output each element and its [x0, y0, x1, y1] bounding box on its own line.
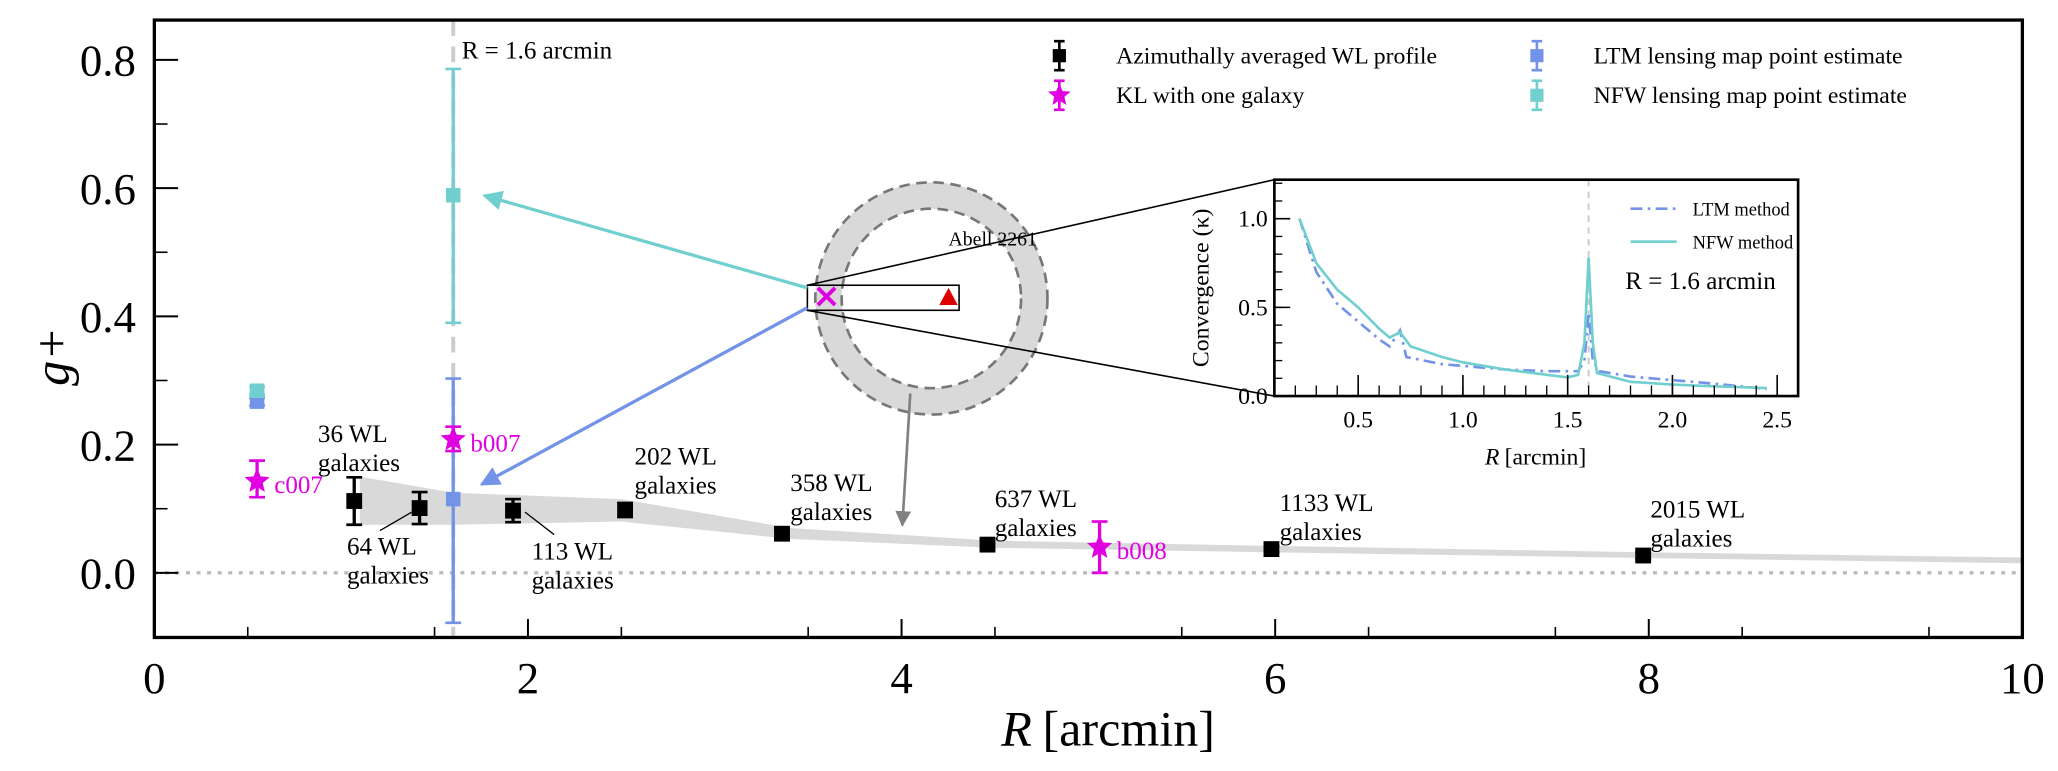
wl-point-marker [774, 525, 790, 542]
kl-point-label: b007 [470, 430, 520, 457]
wl-count-label: 113 WL galaxies [532, 539, 614, 595]
wl-point-marker [979, 536, 996, 553]
wl-count-label: 202 WL galaxies [635, 444, 717, 500]
kl-point-label: c007 [274, 472, 323, 499]
legend-star-icon [1048, 83, 1071, 105]
wl-count-label: 36 WL galaxies [318, 421, 400, 477]
inset-legend-ltm: LTM method [1693, 199, 1790, 219]
nfw-convergence-curve [1298, 218, 1767, 390]
y-tick-label: 0.0 [80, 549, 136, 599]
y-axis-label: g+ [24, 327, 80, 386]
legend-label-wl: Azimuthally averaged WL profile [1116, 44, 1437, 70]
reference-line-label: R = 1.6 arcmin [462, 37, 613, 64]
annulus-outer-edge [813, 181, 1049, 416]
galaxy-x-marker [816, 286, 837, 307]
wl-point-marker [1635, 547, 1652, 564]
inset-reference-label: R = 1.6 arcmin [1625, 268, 1776, 295]
x-axis-label-unit: [arcmin] [1042, 701, 1215, 757]
inset-x-axis-label: R [arcmin] [1484, 445, 1586, 471]
inset-x-tick-label: 1.0 [1448, 408, 1478, 434]
kl-point-label: b008 [1117, 538, 1167, 565]
inset-y-tick-label: 1.0 [1238, 207, 1268, 233]
inset-y-axis-label: Convergence (κ) [1188, 209, 1214, 367]
wl-point-marker [346, 493, 363, 509]
kl-point-marker [1087, 533, 1113, 558]
inset-background [1274, 179, 1799, 397]
zoom-rectangle [806, 284, 960, 312]
y-tick-label: 0.2 [80, 420, 136, 470]
zoom-connector [807, 309, 1275, 397]
nfw-point-marker [445, 187, 461, 203]
svg-text:R[arcmin]: R [arcmin] [1000, 701, 1215, 757]
inset-plot: 0.5 1.0 1.5 2.0 2.5 0.0 0.5 1.0 [1238, 178, 1800, 434]
plot-frame [152, 18, 2025, 640]
legend-square-icon [1052, 49, 1066, 63]
main-plot: 0 2 4 6 8 10 0.0 0.2 0.4 0.6 0.8 c007 b007 b008 36 WL g… [80, 18, 2045, 703]
cluster-illustration [479, 178, 1275, 527]
x-tick-label: 0 [143, 653, 165, 703]
x-tick-label: 8 [1638, 653, 1660, 703]
ltm-point-marker [249, 394, 265, 409]
wl-count-label: 358 WL galaxies [790, 470, 872, 526]
legend-label-kl: KL with one galaxy [1116, 83, 1304, 109]
inset-y-tick-label: 0.0 [1238, 384, 1268, 410]
inset-frame [1273, 178, 1800, 398]
y-tick-label: 0.4 [80, 292, 136, 342]
inset-x-tick-label: 0.5 [1343, 408, 1373, 434]
x-axis-label-var: R [1000, 701, 1032, 757]
leader-line [524, 511, 555, 536]
legend-label-nfw: NFW lensing map point estimate [1594, 83, 1907, 109]
ltm-arrow [479, 306, 809, 486]
main-legend [1048, 39, 1544, 112]
inset-x-tick-label: 2.5 [1762, 408, 1792, 434]
y-tick-label: 0.6 [80, 164, 136, 214]
wl-count-label: 64 WL galaxies [347, 533, 429, 589]
inset-y-tick-label: 0.5 [1238, 295, 1268, 321]
legend-label-ltm: LTM lensing map point estimate [1594, 44, 1903, 70]
annulus-arrow [895, 393, 912, 527]
x-axis-label: R [arcmin] [1000, 701, 1215, 757]
annulus [815, 182, 1048, 415]
inset-x-tick-label: 2.0 [1658, 408, 1688, 434]
wl-point-marker [617, 502, 634, 518]
wl-point-marker [411, 500, 428, 516]
kl-point-marker [440, 426, 466, 451]
x-tick-label: 6 [1264, 653, 1286, 703]
x-tick-label: 2 [517, 653, 539, 703]
leader-line [379, 511, 412, 532]
nfw-point-marker [249, 383, 265, 399]
wl-count-label: 637 WL galaxies [995, 486, 1077, 542]
wl-point-marker [1263, 541, 1280, 558]
zoom-connector [807, 178, 1275, 287]
wl-count-label: 2015 WL galaxies [1650, 496, 1745, 552]
cluster-center-triangle [939, 287, 958, 306]
wl-point-marker [505, 502, 521, 519]
x-tick-label: 4 [890, 653, 912, 703]
ltm-point-marker [445, 491, 461, 507]
inset-legend-nfw: NFW method [1693, 232, 1794, 252]
cluster-label: Abell 2261 [949, 229, 1037, 251]
x-tick-label: 10 [2000, 653, 2045, 703]
legend-square-icon [1530, 88, 1544, 102]
legend-square-icon [1530, 49, 1544, 63]
inset-x-tick-label: 1.5 [1553, 408, 1583, 434]
wl-count-label: 1133 WL galaxies [1280, 490, 1374, 546]
nfw-arrow [482, 190, 808, 290]
y-tick-label: 0.8 [80, 36, 136, 86]
kl-point-marker [244, 467, 270, 492]
uncertainty-band [359, 476, 2023, 564]
